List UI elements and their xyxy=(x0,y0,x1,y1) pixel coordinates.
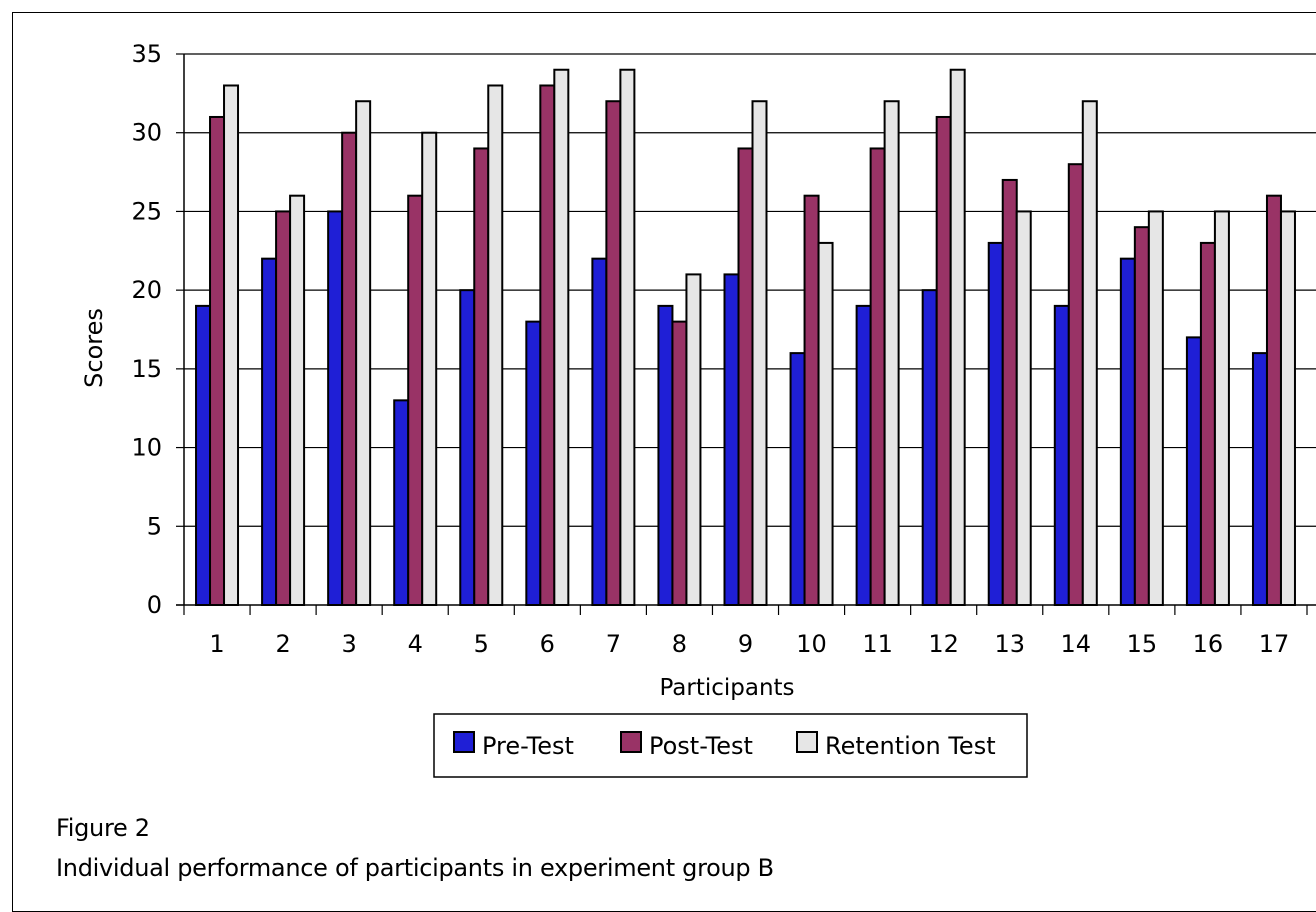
bar-post-test-17 xyxy=(1265,194,1282,607)
bar-post-test-10 xyxy=(803,194,820,607)
x-tick-label: 16 xyxy=(1193,630,1224,658)
bar-retention-test-10 xyxy=(817,241,834,607)
bar-pre-test-3 xyxy=(327,210,344,607)
figure-label: Figure 2 xyxy=(56,814,150,842)
bar-post-test-9 xyxy=(737,147,754,606)
x-tick-label: 14 xyxy=(1061,630,1092,658)
bar-post-test-11 xyxy=(869,147,886,606)
bar-pre-test-15 xyxy=(1119,257,1136,606)
x-axis-label: Participants xyxy=(659,675,794,701)
x-tick-label: 8 xyxy=(672,630,687,658)
legend-swatch xyxy=(620,731,642,753)
bar-post-test-15 xyxy=(1133,226,1150,607)
x-tick-label: 17 xyxy=(1259,630,1290,658)
bar-post-test-12 xyxy=(935,115,952,606)
bar-post-test-1 xyxy=(209,115,226,606)
bar-pre-test-6 xyxy=(525,320,542,606)
bar-pre-test-2 xyxy=(261,257,278,606)
x-tick-label: 11 xyxy=(862,630,893,658)
bar-retention-test-15 xyxy=(1147,210,1164,607)
bar-pre-test-11 xyxy=(855,304,872,606)
legend-swatch xyxy=(796,731,818,753)
bar-retention-test-13 xyxy=(1015,210,1032,607)
bar-retention-test-17 xyxy=(1279,210,1296,607)
x-tick-label: 6 xyxy=(540,630,555,658)
bar-post-test-13 xyxy=(1001,178,1018,606)
y-tick-label: 35 xyxy=(131,40,162,68)
bar-retention-test-9 xyxy=(751,100,768,606)
bar-post-test-3 xyxy=(341,131,358,606)
y-tick-label: 0 xyxy=(147,591,162,619)
x-tick-label: 1 xyxy=(209,630,224,658)
x-tick-label: 15 xyxy=(1127,630,1158,658)
bar-pre-test-13 xyxy=(987,241,1004,607)
bar-retention-test-7 xyxy=(619,68,636,606)
y-tick-label: 30 xyxy=(131,119,162,147)
bar-pre-test-7 xyxy=(591,257,608,606)
bar-pre-test-5 xyxy=(459,289,476,606)
bar-retention-test-14 xyxy=(1081,100,1098,606)
bar-retention-test-11 xyxy=(883,100,900,606)
bar-pre-test-17 xyxy=(1251,352,1268,606)
bar-retention-test-5 xyxy=(487,84,504,606)
bar-post-test-8 xyxy=(671,320,688,606)
legend-box xyxy=(433,713,1028,778)
x-tick-label: 10 xyxy=(796,630,827,658)
x-tick-label: 2 xyxy=(275,630,290,658)
y-tick-label: 25 xyxy=(131,197,162,225)
y-tick-label: 10 xyxy=(131,434,162,462)
bar-retention-test-1 xyxy=(223,84,240,606)
bar-pre-test-8 xyxy=(657,304,674,606)
bar-retention-test-4 xyxy=(421,131,438,606)
bar-retention-test-6 xyxy=(553,68,570,606)
legend-label: Retention Test xyxy=(825,732,996,760)
y-tick-label: 15 xyxy=(131,355,162,383)
x-tick-labels: 1 2 3 4 5 6 7 8 9 10 11 12 13 14 15 16 17 xyxy=(209,630,1289,658)
x-tick-label: 3 xyxy=(342,630,357,658)
bar-post-test-4 xyxy=(407,194,424,607)
bar-pre-test-10 xyxy=(789,352,806,606)
legend-label: Pre-Test xyxy=(482,732,574,760)
bar-retention-test-12 xyxy=(949,68,966,606)
bar-retention-test-3 xyxy=(355,100,372,606)
bars xyxy=(195,68,1296,607)
bar-post-test-7 xyxy=(605,100,622,606)
y-axis-label: Scores xyxy=(80,308,108,388)
bar-post-test-16 xyxy=(1199,241,1216,607)
bar-pre-test-14 xyxy=(1053,304,1070,606)
bar-retention-test-8 xyxy=(685,273,702,606)
bar-post-test-2 xyxy=(275,210,292,607)
bar-retention-test-2 xyxy=(289,194,306,607)
x-tick-label: 4 xyxy=(408,630,423,658)
axes xyxy=(176,53,1316,615)
bar-retention-test-16 xyxy=(1213,210,1230,607)
legend-swatch xyxy=(453,731,475,753)
x-tick-label: 12 xyxy=(928,630,959,658)
x-tick-label: 13 xyxy=(994,630,1025,658)
bar-pre-test-16 xyxy=(1185,336,1202,606)
y-tick-labels: 0 5 10 15 20 25 30 35 xyxy=(131,40,162,619)
legend-label: Post-Test xyxy=(649,732,753,760)
bar-post-test-6 xyxy=(539,84,556,606)
x-tick-label: 5 xyxy=(474,630,489,658)
bar-pre-test-1 xyxy=(195,304,212,606)
bar-pre-test-12 xyxy=(921,289,938,606)
x-tick-label: 7 xyxy=(606,630,621,658)
y-tick-label: 5 xyxy=(147,512,162,540)
figure-caption: Individual performance of participants i… xyxy=(56,854,774,882)
x-tick-label: 9 xyxy=(738,630,753,658)
bar-pre-test-9 xyxy=(723,273,740,606)
bar-pre-test-4 xyxy=(393,399,410,607)
legend: Pre-Test Post-Test Retention Test xyxy=(433,713,1028,778)
bar-post-test-5 xyxy=(473,147,490,606)
y-tick-label: 20 xyxy=(131,276,162,304)
bar-post-test-14 xyxy=(1067,163,1084,606)
